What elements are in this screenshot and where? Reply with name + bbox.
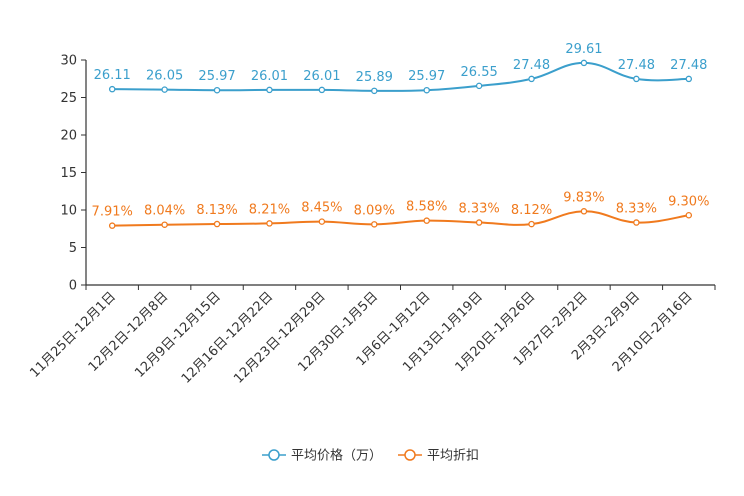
y-tick-label: 30 [60,54,77,69]
series-0-data-label: 27.48 [618,58,655,73]
series-1-point[interactable] [318,218,326,225]
series-0-point[interactable] [371,87,378,95]
legend-label-1[interactable]: 平均折扣 [427,449,479,464]
series-1-data-label: 8.12% [511,203,552,218]
series-1-data-label: 8.33% [458,202,499,217]
series-1-data-label: 9.30% [668,194,709,209]
series-0-data-label: 26.55 [461,65,498,80]
series-0-data-label: 25.97 [198,69,235,84]
series-1-point[interactable] [528,220,535,228]
series-1-data-label: 9.83% [563,190,604,205]
series-0-data-label: 26.05 [146,69,183,84]
series-1-point[interactable] [685,211,693,219]
data-labels: 26.11 26.05 25.97 26.01 26.01 25.89 25.97 26.55… [92,42,710,220]
series-0-data-label: 27.48 [513,58,550,73]
x-tick-label: 12月16日-12月22日 [179,289,276,386]
series-1-data-label: 8.21% [249,202,290,217]
axes: 05101520253011月25日-12月1日12月2日-12月8日12月9日… [27,54,716,387]
legend-swatch-marker-0[interactable] [268,449,280,461]
y-tick-label: 5 [69,241,77,256]
series-0-data-label: 29.61 [565,42,602,57]
series-1-point[interactable] [108,222,116,229]
series-1-data-label: 8.09% [354,203,395,218]
series-0-point[interactable] [266,86,273,94]
series-area [108,59,693,229]
series-0-point[interactable] [685,75,693,83]
y-tick-label: 10 [60,204,77,219]
series-0-point[interactable] [213,86,221,94]
x-tick-label: 12月23日-12月29日 [231,289,328,386]
series-1-data-label: 8.58% [406,200,447,215]
y-tick-label: 20 [60,129,77,144]
series-0-data-label: 25.97 [408,69,445,84]
series-1-data-label: 7.91% [92,205,133,220]
series-0-point[interactable] [475,82,483,90]
series-1-point[interactable] [475,219,483,226]
x-tick-label: 11月25日-12月1日 [27,289,119,381]
series-line-1 [112,210,689,227]
legend-swatch-marker-1[interactable] [404,449,416,461]
y-tick-label: 15 [60,166,77,181]
series-1-point[interactable] [371,221,378,228]
series-0-data-label: 26.11 [94,68,131,83]
series-0-point[interactable] [528,75,535,83]
series-1-data-label: 8.04% [144,204,185,219]
series-1-point[interactable] [633,219,640,226]
series-0-data-label: 26.01 [251,69,288,84]
series-0-data-label: 27.48 [670,58,707,73]
series-1-data-label: 8.45% [301,201,342,216]
series-1-point[interactable] [161,221,168,228]
y-tick-label: 25 [60,91,77,106]
series-0-point[interactable] [580,59,588,67]
series-0-point[interactable] [108,85,116,93]
series-0-data-label: 25.89 [356,70,393,85]
series-0-point[interactable] [318,86,326,94]
series-1-data-label: 8.13% [196,203,237,218]
series-1-data-label: 8.33% [616,202,657,217]
legend-label-0[interactable]: 平均价格（万） [291,448,382,464]
series-line-0 [112,61,689,92]
series-0-data-label: 26.01 [303,69,340,84]
series-0-point[interactable] [161,86,168,93]
legend[interactable]: 平均价格（万） 平均折扣 [262,448,479,464]
series-0-point[interactable] [633,75,640,83]
series-0-point[interactable] [423,86,430,94]
series-1-point[interactable] [580,208,588,215]
series-1-point[interactable] [213,220,221,228]
y-tick-label: 0 [69,279,77,294]
series-1-point[interactable] [423,217,430,224]
series-1-point[interactable] [266,220,273,227]
